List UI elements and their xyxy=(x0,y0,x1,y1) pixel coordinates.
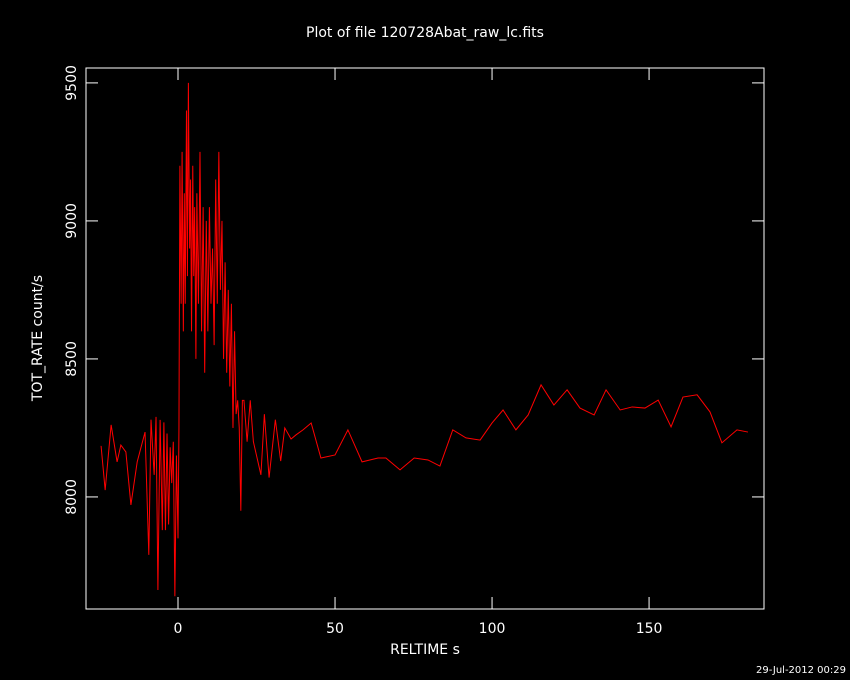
y-tick-label: 8000 xyxy=(64,479,80,515)
y-axis-label: TOT_RATE count/s xyxy=(30,275,46,402)
y-tick-label: 9000 xyxy=(64,203,80,239)
y-tick-label: 9500 xyxy=(64,65,80,101)
chart-title: Plot of file 120728Abat_raw_lc.fits xyxy=(306,25,544,41)
x-tick-label: 50 xyxy=(326,621,344,637)
x-tick-label: 150 xyxy=(636,621,663,637)
x-axis-label: RELTIME s xyxy=(390,642,460,658)
x-tick-label: 0 xyxy=(174,621,183,637)
x-tick-label: 100 xyxy=(479,621,506,637)
y-tick-label: 8500 xyxy=(64,341,80,377)
timestamp: 29-Jul-2012 00:29 xyxy=(756,665,846,676)
